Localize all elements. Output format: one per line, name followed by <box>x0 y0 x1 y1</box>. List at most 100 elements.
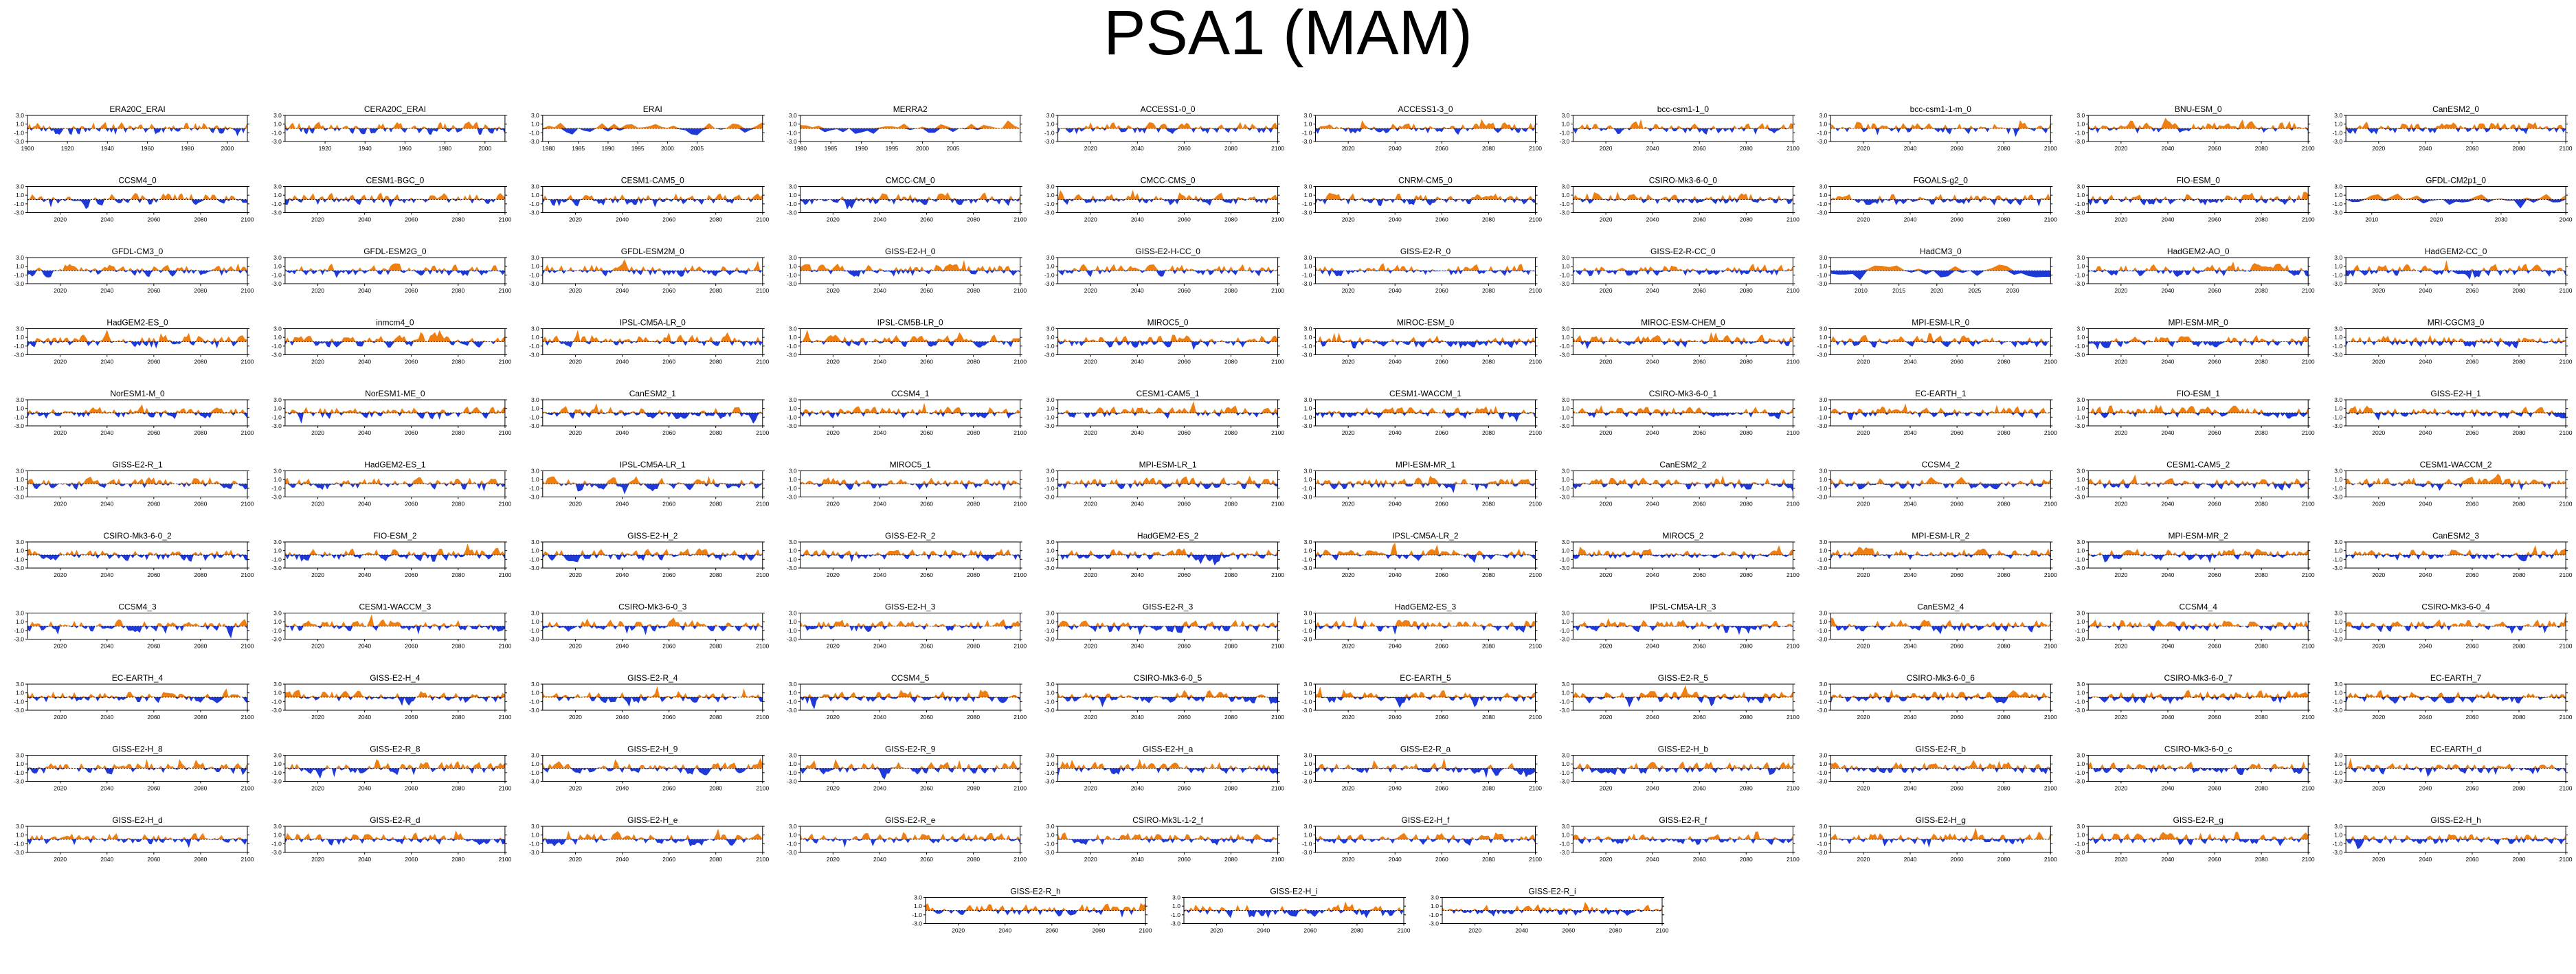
x-tick-label: 2040 <box>2161 429 2174 436</box>
positive-area <box>1184 901 1404 911</box>
y-tick-label: -3.0 <box>2075 494 2085 501</box>
y-tick-label: -1.0 <box>787 556 797 563</box>
x-tick-label: 2020 <box>2114 856 2127 863</box>
x-tick-label: 1920 <box>319 145 332 152</box>
negative-area <box>542 697 763 707</box>
negative-area <box>1057 555 1278 566</box>
x-tick-label: 2020 <box>2372 429 2385 436</box>
plot-frame <box>1057 613 1279 639</box>
x-tick-label: 2060 <box>2465 571 2478 578</box>
panel-title: MIROC-ESM-CHEM_0 <box>1641 318 1725 328</box>
positive-area <box>27 758 247 769</box>
x-tick-label: 2060 <box>1951 429 1964 436</box>
panel-title: GISS-E2-H_b <box>1658 745 1709 754</box>
plot-frame <box>1315 399 1536 427</box>
panel-title: IPSL-CM5A-LR_3 <box>1650 602 1716 612</box>
positive-area <box>27 122 247 128</box>
x-tick-label: 2100 <box>756 571 769 578</box>
x-tick-label: 2100 <box>2044 145 2057 152</box>
panel-title: EC-EARTH_5 <box>1400 673 1451 683</box>
negative-area <box>1057 697 1278 707</box>
y-tick-label: -1.0 <box>2332 271 2342 278</box>
x-tick-label: 2060 <box>1435 429 1448 436</box>
x-tick-label: 2040 <box>616 359 629 365</box>
y-tick-label: 3.0 <box>2076 396 2085 403</box>
x-tick-label: 2020 <box>311 714 324 721</box>
y-tick-label: 1.0 <box>1562 476 1570 483</box>
x-tick-label: 2020 <box>1857 145 1870 152</box>
x-tick-label: 2060 <box>405 359 418 365</box>
plot-frame <box>1057 471 1279 497</box>
x-tick-label: 2020 <box>569 501 582 508</box>
x-tick-label: 2100 <box>756 714 769 721</box>
y-tick-label: 3.0 <box>1562 254 1570 261</box>
plot-frame <box>27 826 248 853</box>
x-tick-label: 2020 <box>1600 501 1613 508</box>
x-tick-label: 2020 <box>1600 714 1613 721</box>
y-tick-label: -3.0 <box>2332 707 2342 714</box>
y-tick-label: -1.0 <box>1560 343 1570 350</box>
y-tick-label: -1.0 <box>1560 129 1570 136</box>
x-tick-label: 2080 <box>2255 714 2268 721</box>
x-tick-label: 2080 <box>451 571 464 578</box>
panel-title: GFDL-ESM2M_0 <box>621 247 684 256</box>
x-tick-label: 2060 <box>1435 785 1448 792</box>
y-tick-label: 3.0 <box>1304 752 1312 759</box>
y-tick-label: -3.0 <box>2075 565 2085 571</box>
y-tick-label: 1.0 <box>273 405 282 412</box>
y-tick-label: 1.0 <box>1562 334 1570 341</box>
y-tick-label: -1.0 <box>1302 840 1312 847</box>
panel-title: MPI-ESM-MR_1 <box>1396 460 1456 470</box>
negative-area <box>1830 271 2051 280</box>
x-tick-label: 2080 <box>2255 501 2268 508</box>
x-tick-label: 2060 <box>147 571 160 578</box>
panel-title: FIO-ESM_2 <box>373 531 417 541</box>
plot-frame <box>1830 683 2051 711</box>
y-tick-label: 3.0 <box>1562 539 1570 545</box>
x-tick-label: 2080 <box>451 856 464 863</box>
y-tick-label: -3.0 <box>787 778 797 785</box>
panel-title: GISS-E2-R_e <box>885 815 936 825</box>
y-tick-label: -1.0 <box>2332 414 2342 420</box>
panel-title: GISS-E2-R_8 <box>370 745 421 754</box>
negative-area <box>1315 697 1536 708</box>
x-tick-label: 2020 <box>2372 785 2385 792</box>
negative-area <box>1573 271 1793 277</box>
x-tick-label: 2020 <box>2114 216 2127 223</box>
y-tick-label: 3.0 <box>1304 254 1312 261</box>
x-tick-label: 2100 <box>241 359 254 365</box>
x-tick-label: 2040 <box>873 714 886 721</box>
y-tick-label: -3.0 <box>2332 280 2342 287</box>
plot-frame <box>542 186 763 213</box>
x-tick-label: 2080 <box>2513 571 2526 578</box>
positive-area <box>1573 119 1793 128</box>
y-tick-label: -3.0 <box>787 849 797 856</box>
plot-frame <box>2345 328 2566 355</box>
negative-area <box>2088 199 2309 206</box>
negative-area <box>1057 199 1278 206</box>
y-tick-label: 3.0 <box>1046 254 1055 261</box>
y-tick-label: -3.0 <box>1817 352 1828 359</box>
x-tick-label: 2060 <box>2208 571 2221 578</box>
plot-frame <box>542 115 763 142</box>
plot-frame <box>27 328 248 355</box>
y-tick-label: -1.0 <box>529 485 539 492</box>
panel-title: HadGEM2-AO_0 <box>2167 247 2230 256</box>
y-tick-label: -3.0 <box>1560 636 1570 643</box>
negative-area <box>27 697 247 703</box>
panel-title: IPSL-CM5B-LR_0 <box>877 318 943 328</box>
x-tick-label: 2060 <box>662 856 675 863</box>
negative-area <box>542 839 763 847</box>
x-tick-label: 2020 <box>827 216 840 223</box>
x-tick-label: 2080 <box>967 216 980 223</box>
y-tick-label: 3.0 <box>2334 183 2342 190</box>
negative-area <box>1830 341 2051 348</box>
y-tick-label: -1.0 <box>787 343 797 350</box>
y-tick-label: 3.0 <box>789 823 797 830</box>
negative-area <box>284 341 505 348</box>
x-tick-label: 2100 <box>2302 429 2315 436</box>
